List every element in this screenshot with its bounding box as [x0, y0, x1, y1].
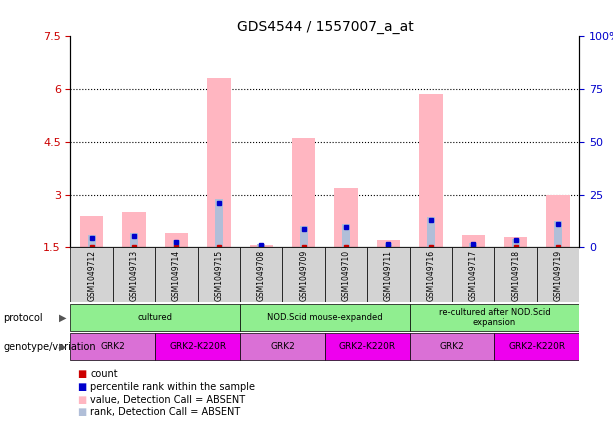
FancyBboxPatch shape	[325, 247, 367, 302]
Text: GSM1049713: GSM1049713	[129, 250, 139, 301]
FancyBboxPatch shape	[70, 247, 113, 302]
Bar	[215, 199, 223, 247]
Text: ▶: ▶	[59, 342, 66, 352]
Text: GSM1049708: GSM1049708	[257, 250, 266, 301]
Bar	[554, 221, 562, 247]
Text: GRK2: GRK2	[440, 342, 465, 352]
FancyBboxPatch shape	[325, 333, 409, 360]
FancyBboxPatch shape	[367, 247, 409, 302]
Bar	[470, 242, 477, 247]
Bar	[207, 78, 230, 247]
Text: ▶: ▶	[59, 313, 66, 323]
FancyBboxPatch shape	[409, 333, 495, 360]
Bar	[257, 244, 265, 247]
Text: GSM1049715: GSM1049715	[215, 250, 223, 301]
Text: GSM1049714: GSM1049714	[172, 250, 181, 301]
FancyBboxPatch shape	[240, 333, 325, 360]
Bar	[462, 235, 485, 247]
FancyBboxPatch shape	[283, 247, 325, 302]
FancyBboxPatch shape	[495, 247, 537, 302]
Bar	[123, 212, 146, 247]
FancyBboxPatch shape	[155, 333, 240, 360]
Bar	[300, 225, 308, 247]
Bar	[292, 138, 315, 247]
Text: ■: ■	[77, 382, 86, 392]
Bar	[546, 195, 569, 247]
Text: ■: ■	[77, 407, 86, 418]
FancyBboxPatch shape	[113, 247, 155, 302]
Bar	[377, 240, 400, 247]
Text: GSM1049709: GSM1049709	[299, 250, 308, 302]
FancyBboxPatch shape	[240, 247, 283, 302]
Bar	[504, 237, 527, 247]
Bar	[249, 245, 273, 247]
Text: GSM1049719: GSM1049719	[554, 250, 563, 301]
FancyBboxPatch shape	[409, 304, 579, 332]
Text: percentile rank within the sample: percentile rank within the sample	[90, 382, 255, 392]
Text: GSM1049718: GSM1049718	[511, 250, 520, 301]
Text: NOD.Scid mouse-expanded: NOD.Scid mouse-expanded	[267, 313, 383, 322]
Text: GRK2: GRK2	[101, 342, 125, 352]
Text: ■: ■	[77, 395, 86, 405]
Text: re-cultured after NOD.Scid
expansion: re-cultured after NOD.Scid expansion	[439, 308, 550, 327]
Text: count: count	[90, 369, 118, 379]
FancyBboxPatch shape	[155, 247, 197, 302]
Text: rank, Detection Call = ABSENT: rank, Detection Call = ABSENT	[90, 407, 240, 418]
FancyBboxPatch shape	[409, 247, 452, 302]
Title: GDS4544 / 1557007_a_at: GDS4544 / 1557007_a_at	[237, 19, 413, 33]
Bar	[427, 217, 435, 247]
Bar	[173, 240, 180, 247]
FancyBboxPatch shape	[495, 333, 579, 360]
Bar	[385, 243, 392, 247]
Text: GSM1049712: GSM1049712	[87, 250, 96, 301]
FancyBboxPatch shape	[240, 304, 409, 332]
Bar	[342, 224, 350, 247]
Text: GSM1049716: GSM1049716	[427, 250, 435, 301]
FancyBboxPatch shape	[70, 304, 240, 332]
FancyBboxPatch shape	[537, 247, 579, 302]
Bar	[80, 216, 104, 247]
Bar	[88, 235, 96, 247]
Bar	[165, 233, 188, 247]
Text: GRK2-K220R: GRK2-K220R	[508, 342, 565, 352]
Text: GSM1049717: GSM1049717	[469, 250, 478, 301]
Text: ■: ■	[77, 369, 86, 379]
Text: GRK2: GRK2	[270, 342, 295, 352]
Bar	[419, 94, 443, 247]
Text: cultured: cultured	[138, 313, 173, 322]
FancyBboxPatch shape	[70, 333, 155, 360]
Text: genotype/variation: genotype/variation	[3, 342, 96, 352]
Text: GSM1049711: GSM1049711	[384, 250, 393, 301]
Text: GRK2-K220R: GRK2-K220R	[339, 342, 396, 352]
Text: GRK2-K220R: GRK2-K220R	[169, 342, 226, 352]
Bar	[131, 233, 138, 247]
FancyBboxPatch shape	[197, 247, 240, 302]
Bar	[512, 239, 519, 247]
Bar	[335, 187, 358, 247]
Text: value, Detection Call = ABSENT: value, Detection Call = ABSENT	[90, 395, 245, 405]
FancyBboxPatch shape	[452, 247, 495, 302]
Text: GSM1049710: GSM1049710	[341, 250, 351, 301]
Text: protocol: protocol	[3, 313, 43, 323]
